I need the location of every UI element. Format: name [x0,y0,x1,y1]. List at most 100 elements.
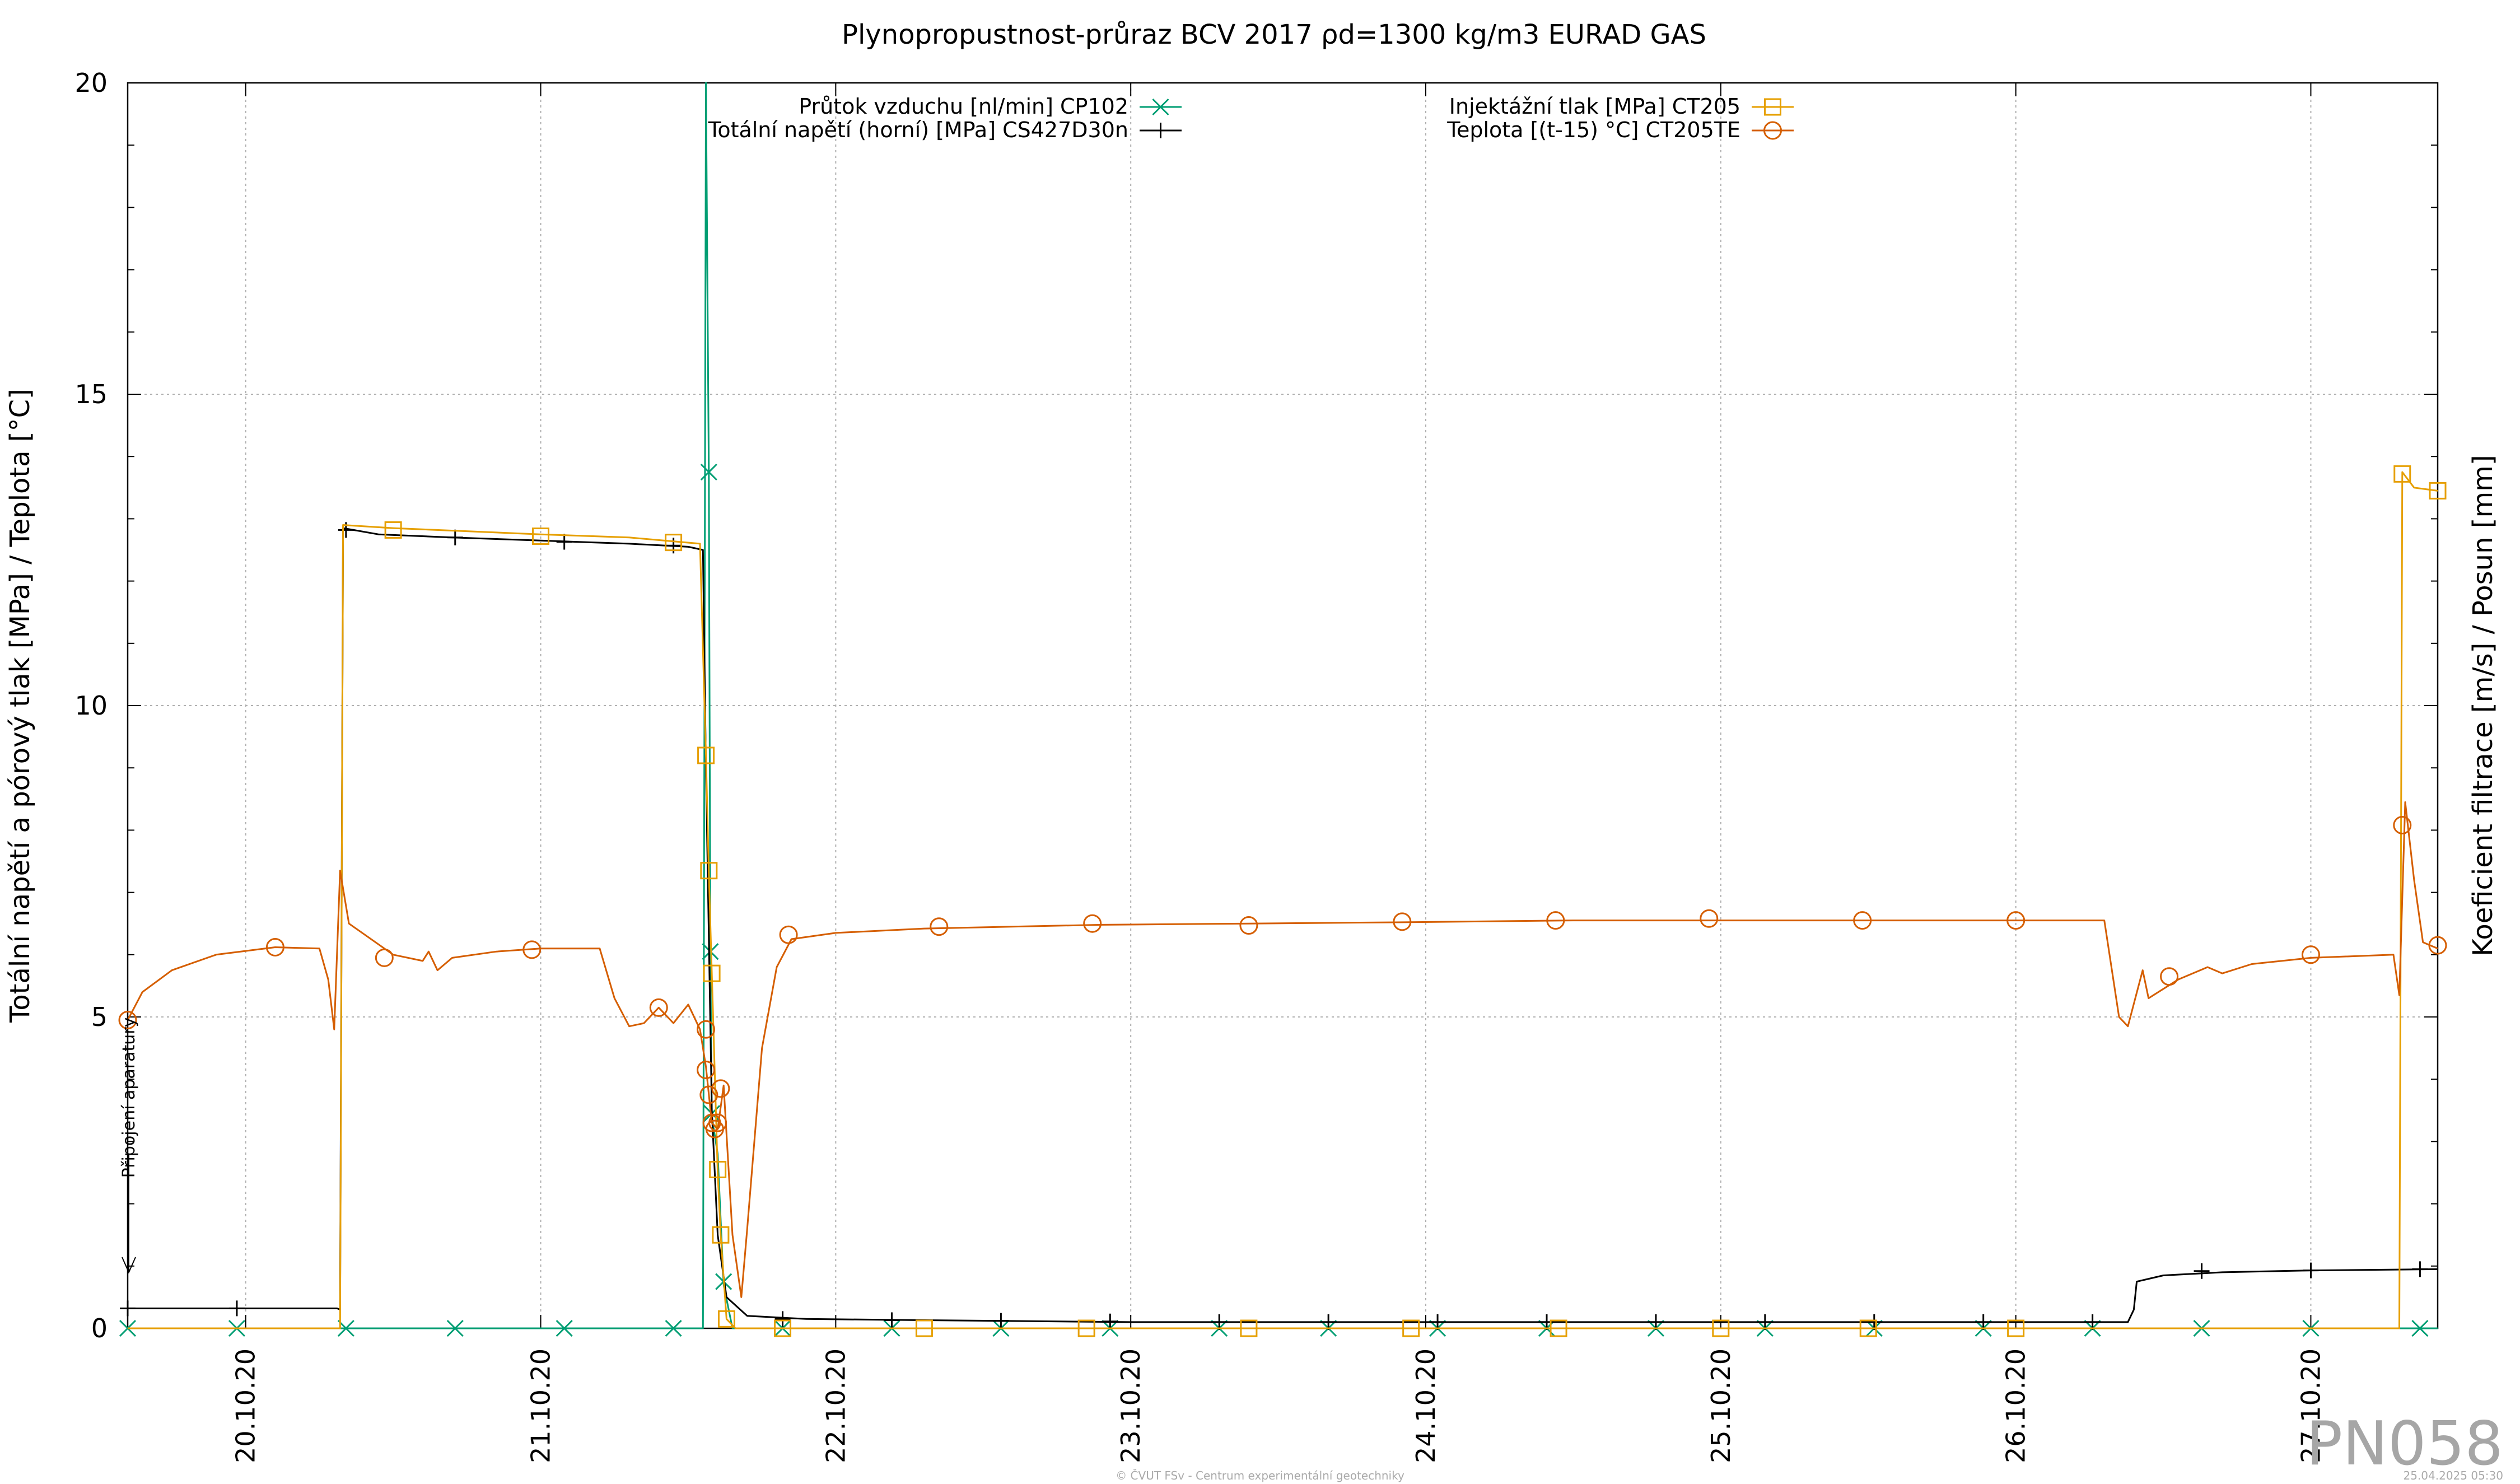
x-tick-label: 20.10.20 [231,1348,261,1463]
data-point [1712,1319,1730,1337]
data-point [265,937,284,956]
x-tick-label: 23.10.20 [1116,1348,1146,1463]
data-point [1975,1314,1991,1330]
y-tick-label: 15 [74,379,108,409]
series-temperature-ct205te [118,801,2447,1298]
data-point [1550,1319,1567,1337]
data-point [1211,1314,1228,1330]
legend-swatch-marker [1152,123,1169,138]
data-point [697,746,715,764]
data-point [1866,1314,1882,1330]
legend-swatch-marker [1764,98,1781,116]
data-point [556,1319,573,1337]
data-point [2301,945,2320,964]
series-line [127,801,2438,1298]
data-point [703,964,721,982]
data-point [2428,936,2447,955]
data-point [2411,1319,2429,1337]
data-point [712,1226,730,1244]
y-tick-label: 10 [74,690,108,721]
data-point [1546,911,1565,930]
data-point [447,529,463,545]
data-point [993,1313,1009,1329]
x-tick-label: 21.10.20 [526,1348,556,1463]
data-point [1240,1319,1258,1337]
series-total-stress-cs427 [120,522,2438,1330]
data-point [774,1311,791,1327]
connection-annotation: Připojení aparatury [119,1018,139,1274]
data-point [1648,1314,1664,1330]
legend-entry: Totální napětí (horní) [MPa] CS427D30n [708,118,1182,142]
x-tick-label: 25.10.20 [1706,1348,1736,1463]
series-layer [118,82,2447,1337]
data-point [779,925,798,944]
data-point [2084,1314,2101,1330]
legend-swatch-marker [1763,121,1782,140]
y-tick-label: 5 [91,1002,108,1032]
x-tick-label: 27.10.20 [2295,1348,2326,1463]
data-point [1320,1314,1337,1330]
data-point [774,1319,792,1337]
footer-right: 25.04.2025 05:30 [2403,1469,2503,1482]
data-point [1077,1319,1095,1337]
data-point [884,1312,900,1328]
legend-swatch-marker [1152,98,1169,116]
data-point [915,1319,933,1337]
chart-title: Plynopropustnost-průraz BCV 2017 ρd=1300… [842,19,1706,50]
data-point [2006,911,2026,930]
data-point [2007,1319,2025,1337]
x-tick-label: 22.10.20 [820,1348,851,1463]
grid-lines [128,83,2438,1328]
data-point [1102,1313,1118,1329]
series-line [128,471,2438,1329]
legend-entry: Teplota [(t-15) °C] CT205TE [1446,118,1794,142]
data-point [228,1300,245,1317]
legend-label: Teplota [(t-15) °C] CT205TE [1446,118,1740,142]
data-point [930,917,949,936]
data-point [2160,967,2179,986]
data-point [709,1160,727,1178]
data-point [1539,1314,1555,1330]
data-point [665,534,683,552]
data-point [697,1020,716,1039]
x-axis-ticks: 20.10.20 21.10.20 22.10.20 23.10.20 24.10.20… [231,83,2326,1463]
legend-label: Injektážní tlak [MPa] CT205 [1449,94,1740,119]
data-point [2194,1263,2210,1279]
footer-left: © ČVUT FSv - Centrum experimentální geot… [1116,1469,1404,1482]
series-injection-pressure-ct205 [128,465,2447,1337]
series-line [128,527,2438,1323]
y-axis-label: Totální napětí a pórový tlak [MPa] / Tep… [4,389,36,1023]
y2-axis-label: Koeficient filtrace [m/s] / Posun [mm] [2467,455,2499,956]
data-point [1402,1319,1420,1337]
series-airflow-cp102 [119,82,2438,1337]
data-point [1853,911,1872,930]
data-point [446,1319,464,1337]
data-point [700,862,718,880]
data-point [1859,1319,1877,1337]
data-point [2429,482,2447,500]
data-point [384,521,402,539]
annotation-arrowhead [122,1257,136,1274]
data-point [375,948,394,967]
data-point [708,1113,727,1132]
legend-label: Totální napětí (horní) [MPa] CS427D30n [708,118,1128,142]
data-point [649,998,668,1017]
data-point [2412,1261,2428,1277]
data-point [697,1061,716,1080]
data-point [1757,1314,1773,1330]
data-point [532,528,550,545]
data-point [700,463,717,481]
data-point [556,534,572,550]
data-point [2393,816,2412,835]
data-point [1083,914,1102,933]
annotation-text: Připojení aparatury [119,1018,139,1178]
legend-entry: Injektážní tlak [MPa] CT205 [1449,94,1794,119]
watermark: PN058 [2306,1409,2503,1479]
data-point [1393,912,1412,931]
data-point [2393,465,2411,483]
data-point [120,1300,136,1317]
y-tick-label: 20 [74,68,108,98]
data-point [711,1079,730,1098]
y-axis-ticks: 0 5 10 15 20 [74,68,2438,1343]
